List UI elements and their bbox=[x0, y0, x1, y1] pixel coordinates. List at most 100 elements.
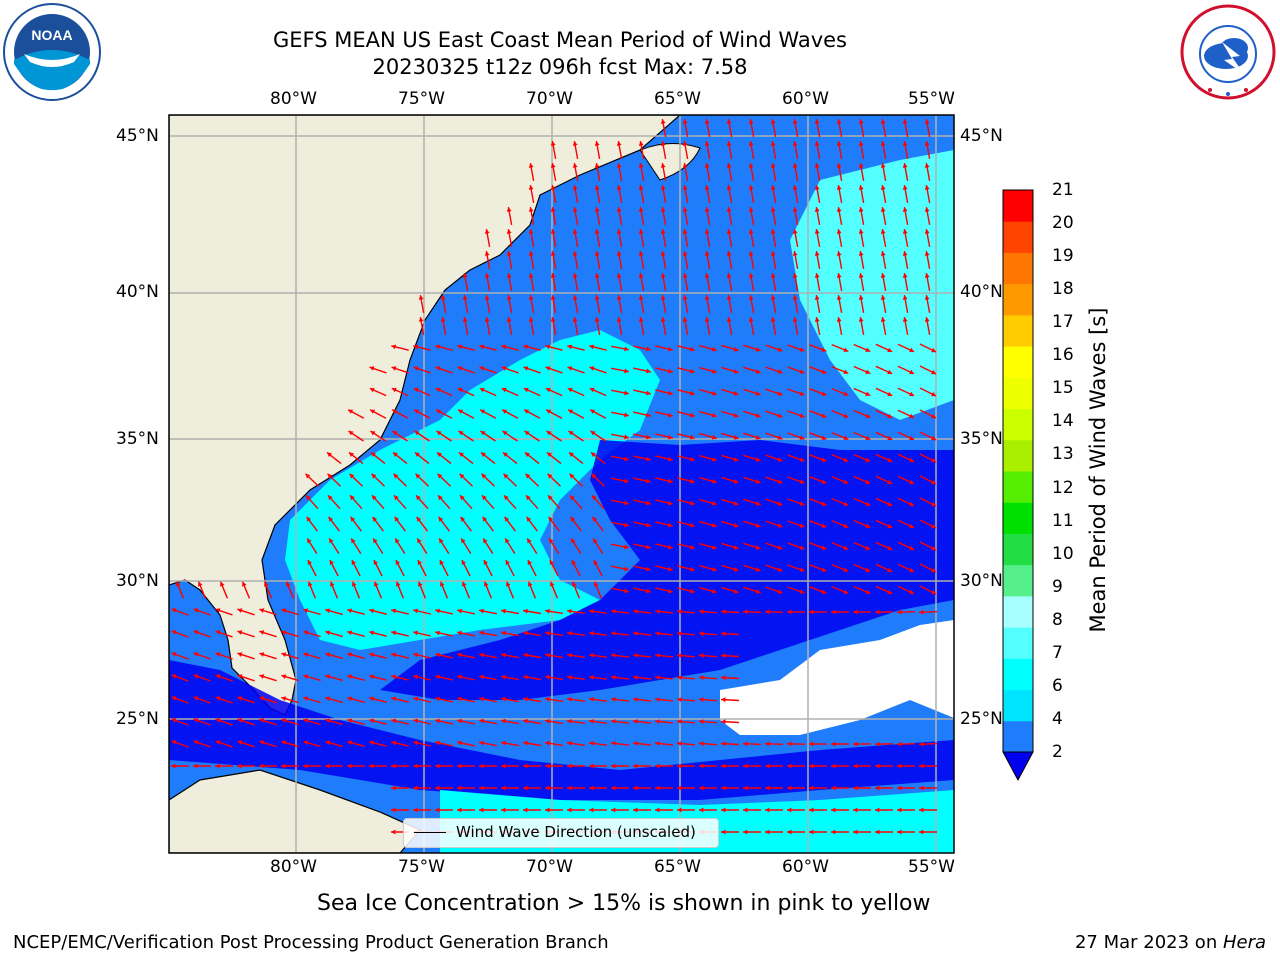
wave-arrow-head bbox=[748, 207, 754, 212]
wave-arrow-head bbox=[858, 317, 864, 322]
wave-arrow-head bbox=[528, 229, 534, 234]
wave-arrow-head bbox=[550, 229, 556, 234]
wave-arrow-head bbox=[545, 740, 550, 746]
wave-arrow-head bbox=[931, 589, 937, 595]
wave-arrow-head bbox=[369, 718, 375, 724]
wave-arrow-head bbox=[550, 273, 556, 278]
wave-arrow-head bbox=[909, 501, 915, 507]
wave-arrow-head bbox=[792, 229, 798, 234]
wave-arrow-head bbox=[887, 391, 893, 397]
wave-arrow-head bbox=[682, 185, 688, 190]
wave-arrow-head bbox=[919, 807, 924, 813]
lon-label-top-60w: 60°W bbox=[782, 89, 829, 109]
wave-arrow-head bbox=[919, 829, 924, 835]
wave-arrow-head bbox=[682, 141, 688, 146]
wave-arrow-head bbox=[655, 719, 660, 724]
wave-arrow-head bbox=[594, 273, 600, 278]
wave-arrow-head bbox=[733, 545, 739, 550]
wave-arrow-head bbox=[369, 387, 375, 393]
wave-arrow-head bbox=[479, 785, 484, 791]
wave-arrow-head bbox=[755, 413, 761, 418]
wave-arrow-head bbox=[484, 317, 490, 322]
wave-arrow-head bbox=[303, 630, 309, 635]
wave-arrow-head bbox=[351, 560, 356, 565]
wave-arrow-head bbox=[369, 740, 375, 746]
wave-arrow-head bbox=[646, 544, 651, 550]
wave-arrow-head bbox=[259, 608, 265, 613]
wave-arrow-head bbox=[787, 785, 792, 791]
wave-arrow-head bbox=[726, 163, 732, 168]
wave-arrow-head bbox=[836, 273, 842, 278]
wave-arrow-head bbox=[770, 251, 776, 256]
wave-arrow-head bbox=[931, 479, 937, 485]
wave-arrow-head bbox=[667, 368, 673, 374]
wave-arrow-head bbox=[633, 785, 638, 791]
wave-arrow-head bbox=[523, 696, 528, 702]
wave-arrow-head bbox=[887, 589, 893, 595]
lat-label-left-45n: 45°N bbox=[116, 126, 159, 146]
wave-arrow-head bbox=[836, 185, 842, 190]
lon-label-top-75w: 75°W bbox=[398, 89, 445, 109]
wave-arrow-head bbox=[281, 630, 287, 635]
wave-arrow-head bbox=[633, 763, 638, 769]
wave-arrow-head bbox=[726, 295, 732, 300]
wave-arrow-head bbox=[777, 435, 783, 440]
wave-arrow-head bbox=[458, 409, 464, 414]
wave-arrow-head bbox=[569, 473, 575, 479]
wave-arrow-head bbox=[505, 560, 510, 565]
wave-arrow-head bbox=[843, 567, 849, 572]
wave-arrow-head bbox=[171, 740, 177, 745]
wave-arrow-head bbox=[237, 696, 243, 701]
wave-arrow-head bbox=[479, 718, 484, 724]
colorbar-segment bbox=[1003, 377, 1033, 410]
wave-arrow-head bbox=[350, 516, 356, 522]
wave-arrow-head bbox=[733, 369, 739, 374]
wave-arrow-head bbox=[527, 560, 532, 565]
wave-arrow-head bbox=[704, 229, 710, 234]
wave-arrow-head bbox=[611, 697, 616, 702]
wave-arrow-head bbox=[237, 740, 243, 745]
wave-arrow-head bbox=[902, 163, 908, 168]
wave-arrow-head bbox=[755, 545, 761, 550]
wave-arrow-head bbox=[897, 785, 902, 791]
wave-arrow-head bbox=[887, 545, 893, 551]
wave-arrow-head bbox=[755, 567, 761, 572]
wave-arrow-head bbox=[902, 185, 908, 190]
wave-arrow-head bbox=[589, 697, 594, 702]
wave-arrow-head bbox=[325, 696, 331, 702]
wave-arrow-head bbox=[435, 608, 440, 614]
colorbar-tick-label: 9 bbox=[1052, 576, 1063, 597]
wave-arrow-head bbox=[831, 763, 836, 769]
wave-arrow-head bbox=[880, 295, 886, 300]
wave-arrow-head bbox=[504, 495, 509, 501]
wave-arrow-head bbox=[372, 516, 378, 522]
wave-arrow-head bbox=[611, 741, 616, 746]
wave-arrow-head bbox=[594, 317, 600, 322]
wave-arrow-head bbox=[215, 674, 221, 679]
wave-arrow-head bbox=[330, 581, 335, 587]
wave-arrow-head bbox=[858, 119, 864, 124]
wave-arrow-head bbox=[721, 609, 726, 615]
wave-arrow-head bbox=[525, 473, 531, 479]
wave-arrow-head bbox=[259, 740, 265, 745]
wave-arrow-head bbox=[506, 273, 512, 278]
wave-arrow-head bbox=[350, 495, 355, 501]
wave-arrow-head bbox=[880, 119, 886, 124]
wave-arrow-head bbox=[391, 718, 397, 724]
wave-arrow-head bbox=[303, 608, 309, 613]
colorbar-segment bbox=[1003, 627, 1033, 659]
colorbar-tick-label: 13 bbox=[1052, 444, 1074, 465]
nws-logo-icon bbox=[1180, 4, 1276, 100]
wave-arrow-head bbox=[570, 516, 576, 522]
wave-arrow-head bbox=[394, 516, 400, 522]
wave-arrow-head bbox=[689, 588, 695, 594]
wave-arrow-head bbox=[461, 538, 466, 544]
wave-arrow-head bbox=[711, 478, 717, 484]
wave-arrow-head bbox=[594, 581, 599, 587]
wave-arrow-head bbox=[924, 185, 930, 190]
wave-arrow-head bbox=[777, 501, 783, 506]
wave-arrow-head bbox=[667, 390, 673, 396]
wave-arrow-head bbox=[704, 251, 710, 256]
wave-arrow-head bbox=[545, 718, 550, 724]
wave-arrow-head bbox=[396, 581, 401, 587]
